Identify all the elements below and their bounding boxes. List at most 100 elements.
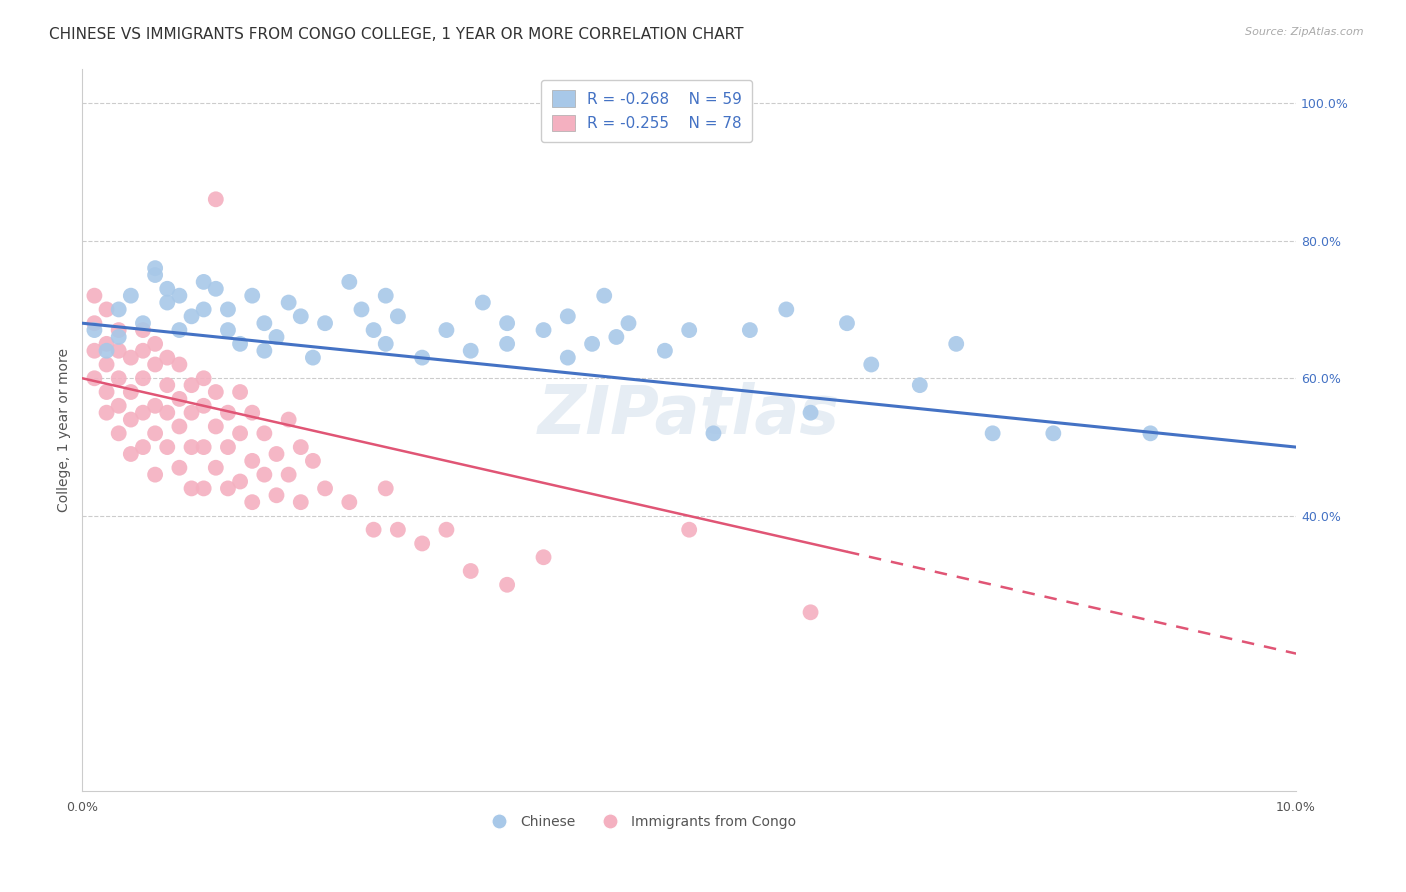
Point [107,399,129,413]
Point [156,378,179,392]
Point [204,460,226,475]
Point [143,336,166,351]
Point [143,261,166,276]
Point [253,343,276,358]
Point [120,447,142,461]
Point [120,288,142,302]
Point [132,323,155,337]
Point [169,460,191,475]
Point [204,282,226,296]
Point [96,385,118,400]
Point [654,343,676,358]
Point [266,447,288,461]
Point [96,406,118,420]
Point [193,302,215,317]
Point [180,378,202,392]
Point [411,536,433,550]
Point [132,371,155,385]
Point [593,288,616,302]
Point [156,351,179,365]
Point [120,351,142,365]
Point [981,426,1004,441]
Point [180,406,202,420]
Point [460,343,482,358]
Point [374,336,396,351]
Point [156,295,179,310]
Point [204,385,226,400]
Point [240,454,263,468]
Point [83,371,105,385]
Point [132,406,155,420]
Point [253,426,276,441]
Point [83,288,105,302]
Point [229,426,252,441]
Point [314,482,336,496]
Point [253,316,276,330]
Point [132,440,155,454]
Point [229,475,252,489]
Point [775,302,797,317]
Point [107,302,129,317]
Point [107,426,129,441]
Point [277,467,299,482]
Point [471,295,494,310]
Point [240,495,263,509]
Point [835,316,858,330]
Point [169,392,191,406]
Point [557,351,579,365]
Point [945,336,967,351]
Point [337,495,360,509]
Text: ZIPatlas: ZIPatlas [538,383,841,449]
Point [314,316,336,330]
Point [169,288,191,302]
Point [143,467,166,482]
Point [143,268,166,282]
Point [1042,426,1064,441]
Point [374,482,396,496]
Point [180,440,202,454]
Point [217,302,239,317]
Point [678,523,700,537]
Point [290,310,312,324]
Point [217,440,239,454]
Point [96,302,118,317]
Point [337,275,360,289]
Point [240,406,263,420]
Point [156,406,179,420]
Point [387,310,409,324]
Point [533,323,555,337]
Point [266,330,288,344]
Point [107,371,129,385]
Point [557,310,579,324]
Point [217,406,239,420]
Point [350,302,373,317]
Point [96,358,118,372]
Point [217,323,239,337]
Point [277,412,299,426]
Point [411,351,433,365]
Point [605,330,627,344]
Point [180,310,202,324]
Point [169,323,191,337]
Point [738,323,761,337]
Point [702,426,724,441]
Point [107,323,129,337]
Point [363,323,385,337]
Point [277,295,299,310]
Point [302,454,325,468]
Point [496,336,519,351]
Point [860,358,883,372]
Point [581,336,603,351]
Point [217,482,239,496]
Point [143,426,166,441]
Point [617,316,640,330]
Point [193,371,215,385]
Point [143,358,166,372]
Point [204,419,226,434]
Point [156,440,179,454]
Point [169,419,191,434]
Point [107,330,129,344]
Point [302,351,325,365]
Point [496,578,519,592]
Point [132,343,155,358]
